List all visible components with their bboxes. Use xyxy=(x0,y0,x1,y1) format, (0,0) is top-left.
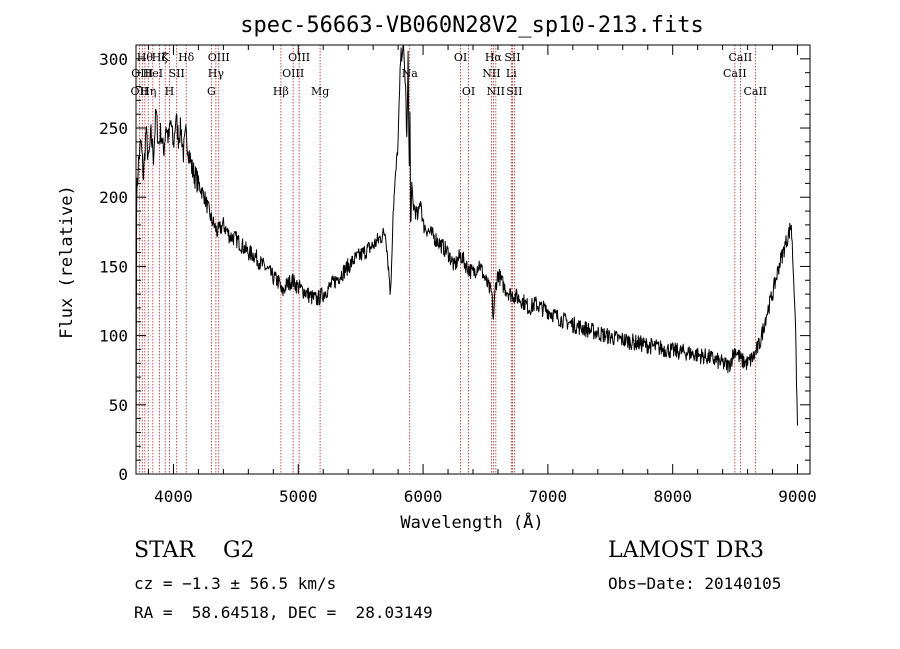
spectral-line-label: Hζ xyxy=(152,51,168,64)
y-tick-label: 150 xyxy=(99,257,128,276)
y-tick-label: 100 xyxy=(99,327,128,346)
spectral-line-label: CaII xyxy=(729,51,753,64)
spectral-line-label: Mg xyxy=(311,85,329,98)
spectral-line-label: H xyxy=(165,85,175,98)
spectral-line-label: NII xyxy=(482,67,500,80)
spectral-line-label: Hδ xyxy=(178,51,195,64)
spectral-line-label: OII xyxy=(131,85,149,98)
spectral-line-label: SII xyxy=(506,85,522,98)
y-tick-label: 200 xyxy=(99,188,128,207)
spectrum-series xyxy=(135,44,798,475)
spectral-line-markers xyxy=(138,45,756,474)
chart-title: spec-56663-VB060N28V2_sp10-213.fits xyxy=(240,13,704,38)
spectral-line-label: Hη xyxy=(140,85,156,98)
spectral-line-label: Hθ xyxy=(137,51,154,64)
spectral-line-label: Na xyxy=(402,67,419,80)
spectral-line-label: SII xyxy=(504,51,520,64)
spectral-line-label: SII xyxy=(169,67,185,80)
spectral-line-label: OIII xyxy=(131,67,153,80)
object-class: STAR G2 xyxy=(134,538,255,563)
spectral-line-label: OIII xyxy=(282,67,304,80)
spectral-line-label: OI xyxy=(454,51,467,64)
spectral-line-label: OI xyxy=(462,85,475,98)
spectral-line-label: Hβ xyxy=(273,85,289,98)
spectral-line-label: OIII xyxy=(208,51,230,64)
spectral-line-label: Hγ xyxy=(208,67,225,80)
x-tick-label: 6000 xyxy=(404,487,443,506)
x-tick-label: 5000 xyxy=(279,487,318,506)
survey-name: LAMOST DR3 xyxy=(608,538,764,563)
spectral-line-label: OIII xyxy=(288,51,310,64)
spectral-line-labels: OII OIII Hθ Hη HeI HζK H SII Hδ G Hγ OIII Hβ OIII OIII… xyxy=(131,51,768,98)
y-axis-ticks: 0 50 100 150 200 250 300 xyxy=(99,44,810,484)
plot-frame xyxy=(135,44,811,475)
spectral-line-label: NII xyxy=(487,85,505,98)
y-tick-label: 0 xyxy=(118,465,128,484)
redshift-velocity: cz = −1.3 ± 56.5 km/s xyxy=(134,574,337,593)
spectral-line-label: Hα xyxy=(485,51,503,64)
spectral-line-label: CaII xyxy=(743,85,767,98)
coordinates: RA = 58.64518, DEC = 28.03149 xyxy=(134,603,433,622)
x-tick-label: 4000 xyxy=(154,487,193,506)
spectral-line-label: K xyxy=(161,51,170,64)
observation-date: Obs−Date: 20140105 xyxy=(608,574,782,593)
spectral-line-label: HeI xyxy=(143,67,163,80)
spectral-line-label: Li xyxy=(506,67,517,80)
x-axis-label: Wavelength (Å) xyxy=(400,511,543,533)
x-tick-label: 9000 xyxy=(778,487,817,506)
y-tick-label: 250 xyxy=(99,119,128,138)
y-tick-label: 50 xyxy=(109,396,128,415)
spectral-line-label: CaII xyxy=(723,67,747,80)
spectral-line-label: G xyxy=(207,85,216,98)
y-axis-label: Flux (relative) xyxy=(57,185,77,339)
x-tick-label: 7000 xyxy=(529,487,568,506)
x-axis-ticks: 4000 5000 6000 7000 8000 9000 xyxy=(147,45,817,506)
y-tick-label: 300 xyxy=(99,50,128,69)
x-tick-label: 8000 xyxy=(653,487,692,506)
